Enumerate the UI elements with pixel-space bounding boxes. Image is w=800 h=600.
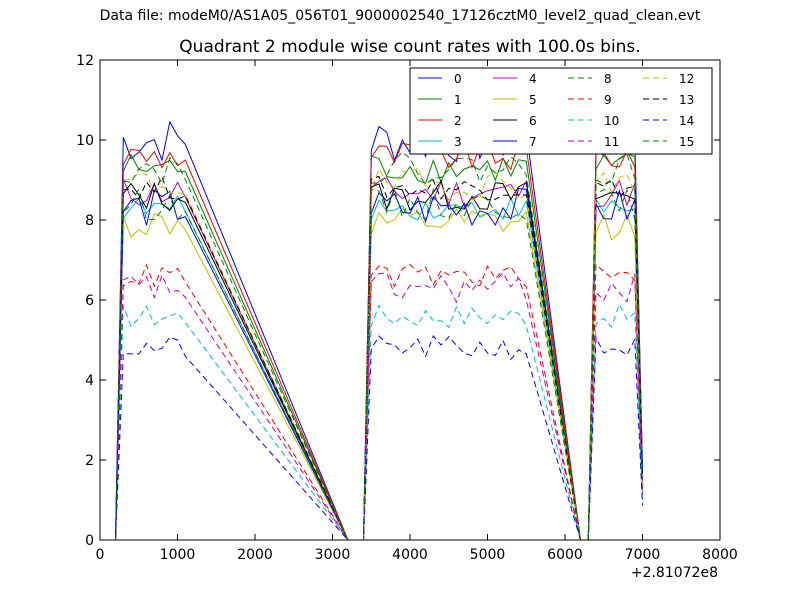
y-tick-label: 10 xyxy=(76,133,94,149)
x-tick-label: 1000 xyxy=(160,547,196,563)
legend-label-13: 13 xyxy=(679,93,694,107)
legend-label-11: 11 xyxy=(604,135,619,149)
axis-ticks: 0 1000 2000 3000 4000 5000 6000 7000 80000246810… xyxy=(76,53,738,563)
y-tick-label: 6 xyxy=(85,293,94,309)
legend-label-12: 12 xyxy=(679,72,694,86)
legend-label-7: 7 xyxy=(529,135,537,149)
legend-label-2: 2 xyxy=(454,114,462,128)
legend-label-6: 6 xyxy=(529,114,537,128)
x-offset-label: +2.81072e8 xyxy=(631,565,718,581)
legend-label-14: 14 xyxy=(679,114,694,128)
legend-label-10: 10 xyxy=(604,114,619,128)
y-tick-label: 8 xyxy=(85,213,94,229)
series-line-8 xyxy=(115,187,643,541)
x-tick-label: 5000 xyxy=(470,547,506,563)
legend-label-8: 8 xyxy=(604,72,612,86)
legend-label-0: 0 xyxy=(454,72,462,86)
figure-suptitle: Data file: modeM0/AS1A05_056T01_90000025… xyxy=(99,8,701,24)
legend-frame xyxy=(409,67,713,155)
legend-label-9: 9 xyxy=(604,93,612,107)
y-tick-label: 0 xyxy=(85,533,94,549)
series-line-10 xyxy=(115,302,643,541)
plot-frame xyxy=(99,59,721,541)
legend-label-5: 5 xyxy=(529,93,537,107)
x-tick-label: 0 xyxy=(96,547,105,563)
x-tick-label: 7000 xyxy=(625,547,661,563)
legend-label-1: 1 xyxy=(454,93,462,107)
y-tick-label: 4 xyxy=(85,373,94,389)
x-tick-label: 6000 xyxy=(547,547,583,563)
x-tick-label: 8000 xyxy=(702,547,738,563)
x-tick-label: 3000 xyxy=(315,547,351,563)
x-tick-label: 2000 xyxy=(237,547,273,563)
y-tick-label: 2 xyxy=(85,453,94,469)
y-tick-label: 12 xyxy=(76,53,94,69)
x-tick-label: 4000 xyxy=(392,547,428,563)
chart-title: Quadrant 2 module wise count rates with … xyxy=(179,37,641,57)
legend-label-15: 15 xyxy=(679,135,694,149)
legend-label-3: 3 xyxy=(454,135,462,149)
legend-label-4: 4 xyxy=(529,72,537,86)
